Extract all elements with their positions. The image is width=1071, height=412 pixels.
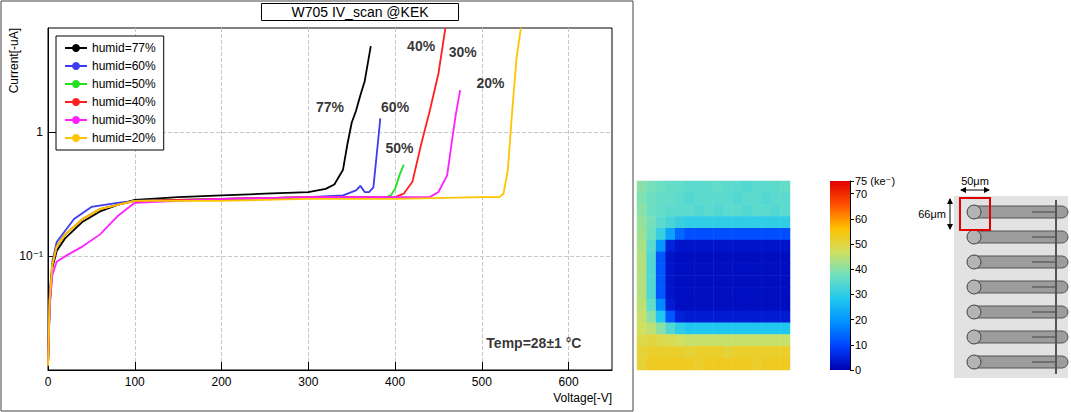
svg-text:Temp=28±1 °C: Temp=28±1 °C bbox=[486, 335, 581, 351]
svg-text:50%: 50% bbox=[385, 140, 414, 156]
svg-text:300: 300 bbox=[298, 375, 318, 389]
svg-text:75 (ke⁻): 75 (ke⁻) bbox=[855, 175, 895, 187]
svg-text:humid=50%: humid=50% bbox=[92, 77, 156, 91]
svg-text:400: 400 bbox=[385, 375, 405, 389]
svg-text:Voltage[-V]: Voltage[-V] bbox=[553, 391, 612, 405]
svg-text:77%: 77% bbox=[316, 99, 345, 115]
svg-text:40: 40 bbox=[855, 263, 867, 275]
svg-text:50μm: 50μm bbox=[961, 175, 989, 187]
svg-text:100: 100 bbox=[125, 375, 145, 389]
svg-text:humid=20%: humid=20% bbox=[92, 131, 156, 145]
svg-text:humid=40%: humid=40% bbox=[92, 95, 156, 109]
svg-text:40%: 40% bbox=[407, 38, 436, 54]
svg-text:W705 IV_scan @KEK: W705 IV_scan @KEK bbox=[291, 4, 429, 20]
svg-text:60: 60 bbox=[855, 213, 867, 225]
svg-text:20%: 20% bbox=[477, 75, 506, 91]
svg-text:10⁻¹: 10⁻¹ bbox=[19, 249, 43, 263]
svg-text:30%: 30% bbox=[449, 44, 478, 60]
svg-text:Current[-uA]: Current[-uA] bbox=[7, 28, 21, 93]
svg-text:500: 500 bbox=[472, 375, 492, 389]
svg-text:20: 20 bbox=[855, 314, 867, 326]
svg-text:30: 30 bbox=[855, 288, 867, 300]
svg-text:66μm: 66μm bbox=[918, 208, 946, 220]
svg-text:0: 0 bbox=[45, 375, 52, 389]
svg-text:1: 1 bbox=[36, 125, 43, 139]
svg-text:60%: 60% bbox=[381, 99, 410, 115]
svg-text:600: 600 bbox=[559, 375, 579, 389]
svg-text:50: 50 bbox=[855, 238, 867, 250]
svg-text:10: 10 bbox=[855, 339, 867, 351]
svg-text:humid=30%: humid=30% bbox=[92, 113, 156, 127]
svg-text:70: 70 bbox=[855, 188, 867, 200]
svg-text:0: 0 bbox=[855, 364, 861, 376]
svg-text:200: 200 bbox=[212, 375, 232, 389]
svg-text:humid=60%: humid=60% bbox=[92, 59, 156, 73]
svg-text:humid=77%: humid=77% bbox=[92, 41, 156, 55]
